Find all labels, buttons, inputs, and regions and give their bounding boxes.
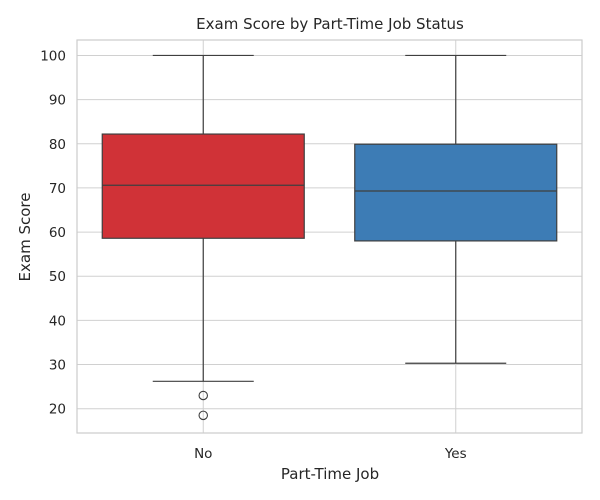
iqr-box [354,143,558,242]
box-no [101,54,305,421]
y-axis-label: Exam Score [16,193,34,282]
y-tick-label: 50 [49,269,66,285]
x-axis-label: Part-Time Job [281,465,379,483]
y-tick-label: 80 [49,137,66,153]
y-tick-label: 100 [40,48,66,64]
outlier-point [198,410,209,421]
box-yes [354,54,558,364]
chart-title: Exam Score by Part-Time Job Status [196,15,464,33]
y-tick-label: 90 [49,93,66,109]
y-tick-label: 20 [49,402,66,418]
x-tick-label: Yes [444,446,467,462]
y-tick-label: 70 [49,181,66,197]
x-axis-ticks: No Yes [194,446,467,462]
y-axis-ticks: 20 30 40 50 60 70 80 90 100 [40,48,66,417]
x-tick-label: No [194,446,212,462]
y-tick-label: 30 [49,358,66,374]
plot-frame [76,39,583,434]
boxes [101,54,558,421]
y-tick-label: 60 [49,225,66,241]
y-tick-label: 40 [49,313,66,329]
iqr-box [101,133,305,239]
outlier-point [198,390,209,401]
